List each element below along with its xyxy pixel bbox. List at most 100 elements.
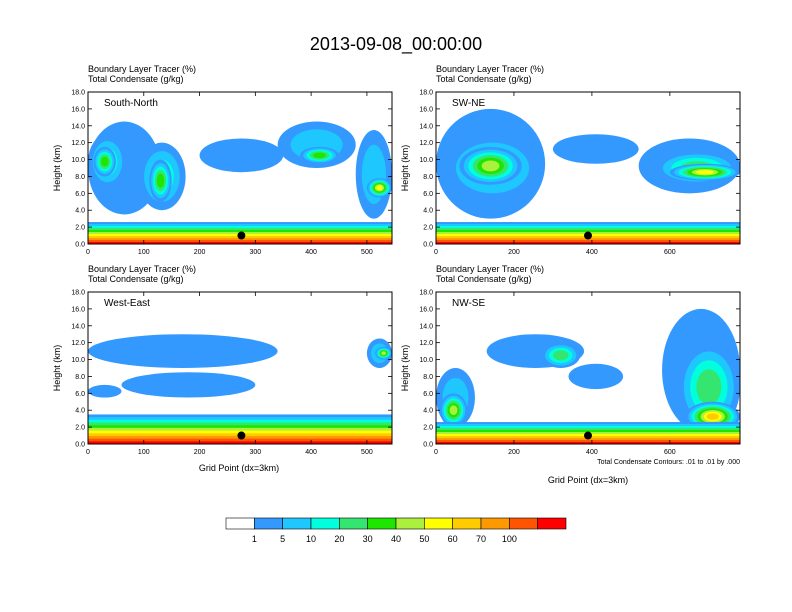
tracer-blob-2-level-5 bbox=[101, 156, 109, 167]
tracer-blob-0-level-1 bbox=[88, 334, 278, 368]
surface-band-level-11 bbox=[88, 441, 392, 444]
panel-sw-ne: Boundary Layer Tracer (%)Total Condensat… bbox=[400, 64, 741, 256]
y-tick-label: 12.0 bbox=[419, 140, 433, 147]
y-tick-label: 16.0 bbox=[419, 106, 433, 113]
y-tick-label: 16.0 bbox=[71, 106, 85, 113]
y-tick-label: 6.0 bbox=[423, 191, 433, 198]
y-tick-label: 18.0 bbox=[419, 290, 433, 297]
y-tick-label: 0.0 bbox=[423, 242, 433, 249]
x-tick-label: 500 bbox=[361, 249, 373, 256]
y-tick-label: 2.0 bbox=[423, 225, 433, 232]
y-tick-label: 14.0 bbox=[419, 123, 433, 130]
location-marker bbox=[584, 431, 592, 440]
y-tick-label: 6.0 bbox=[423, 391, 433, 398]
surface-band-level-11 bbox=[436, 442, 740, 444]
panels-group: Boundary Layer Tracer (%)Total Condensat… bbox=[52, 64, 741, 456]
panel-name: South-North bbox=[104, 98, 158, 109]
y-axis-label: Height (km) bbox=[52, 345, 62, 392]
colorbar-label: 10 bbox=[306, 534, 316, 544]
y-tick-label: 6.0 bbox=[75, 391, 85, 398]
y-tick-label: 0.0 bbox=[423, 442, 433, 449]
y-tick-label: 18.0 bbox=[71, 90, 85, 97]
panel-frame bbox=[87, 291, 393, 445]
panel-contour-label: Total Condensate (g/kg) bbox=[88, 74, 184, 84]
y-tick-label: 16.0 bbox=[419, 306, 433, 313]
x-tick-label: 500 bbox=[361, 449, 373, 456]
x-tick-label: 400 bbox=[305, 449, 317, 456]
panel-frame bbox=[435, 291, 741, 445]
y-tick-label: 12.0 bbox=[71, 340, 85, 347]
y-tick-label: 12.0 bbox=[419, 340, 433, 347]
y-tick-label: 4.0 bbox=[423, 208, 433, 215]
surface-band-level-10 bbox=[88, 438, 392, 444]
x-tick-label: 400 bbox=[586, 249, 598, 256]
tracer-blob-9-level-7 bbox=[376, 185, 383, 191]
location-marker bbox=[237, 431, 246, 440]
x-axis-label-right: Grid Point (dx=3km) bbox=[548, 475, 628, 485]
y-tick-label: 16.0 bbox=[71, 306, 85, 313]
colorbar-label: 40 bbox=[391, 534, 401, 544]
colorbar-swatch bbox=[310, 517, 340, 530]
panel-field-label: Boundary Layer Tracer (%) bbox=[88, 264, 196, 274]
y-tick-label: 18.0 bbox=[71, 290, 85, 297]
x-tick-label: 100 bbox=[138, 249, 150, 256]
colorbar-swatch bbox=[282, 517, 312, 530]
y-tick-label: 8.0 bbox=[75, 174, 85, 181]
colorbar-swatch bbox=[424, 517, 453, 530]
panel-contour-label: Total Condensate (g/kg) bbox=[88, 274, 184, 284]
x-tick-label: 200 bbox=[194, 449, 206, 456]
panel-south-north: Boundary Layer Tracer (%)Total Condensat… bbox=[52, 64, 393, 256]
surface-band-level-11 bbox=[436, 242, 740, 244]
x-tick-label: 300 bbox=[249, 449, 261, 456]
x-tick-label: 0 bbox=[434, 449, 438, 456]
y-tick-label: 14.0 bbox=[419, 323, 433, 330]
tracer-blob-1-level-1 bbox=[121, 372, 256, 398]
panel-field-label: Boundary Layer Tracer (%) bbox=[436, 64, 544, 74]
x-axis-label-left: Grid Point (dx=3km) bbox=[199, 463, 279, 473]
y-tick-label: 12.0 bbox=[71, 140, 85, 147]
panel-frame bbox=[435, 91, 741, 245]
tracer-blob-4-level-6 bbox=[381, 351, 387, 356]
colorbar-swatch bbox=[452, 517, 482, 530]
panel-name: West-East bbox=[104, 298, 150, 309]
colorbar-label: 5 bbox=[280, 534, 285, 544]
panel-west-east: Boundary Layer Tracer (%)Total Condensat… bbox=[52, 264, 393, 456]
x-tick-label: 200 bbox=[508, 449, 520, 456]
colorbar-swatch bbox=[254, 517, 283, 530]
colorbar-swatch bbox=[395, 517, 425, 530]
y-tick-label: 4.0 bbox=[75, 208, 85, 215]
y-tick-label: 4.0 bbox=[75, 408, 85, 415]
tracer-blob-5-level-1 bbox=[199, 138, 284, 173]
colorbar-swatch bbox=[480, 517, 510, 530]
contour-footnote: Total Condensate Contours: .01 to .01 by… bbox=[597, 459, 740, 466]
colorbar-label: 50 bbox=[419, 534, 429, 544]
colorbar-label: 70 bbox=[476, 534, 486, 544]
y-tick-label: 10.0 bbox=[71, 357, 85, 364]
y-tick-label: 6.0 bbox=[75, 191, 85, 198]
tracer-blob-4-level-5 bbox=[156, 173, 165, 188]
panel-field-label: Boundary Layer Tracer (%) bbox=[88, 64, 196, 74]
tracer-blob-6-level-4 bbox=[696, 369, 722, 405]
x-tick-label: 600 bbox=[664, 449, 676, 456]
colorbar-label: 1 bbox=[252, 534, 257, 544]
tracer-blob-1-level-6 bbox=[449, 405, 458, 416]
panel-name: SW-NE bbox=[452, 98, 485, 109]
tracer-blob-2-level-1 bbox=[88, 384, 122, 398]
colorbar-label: 30 bbox=[363, 534, 373, 544]
colorbar-label: 100 bbox=[502, 534, 517, 544]
y-tick-label: 0.0 bbox=[75, 242, 85, 249]
y-axis-label: Height (km) bbox=[400, 345, 410, 392]
y-axis-label: Height (km) bbox=[52, 145, 62, 192]
panel-nw-se: Boundary Layer Tracer (%)Total Condensat… bbox=[400, 264, 741, 456]
figure-title: 2013-09-08_00:00:00 bbox=[310, 34, 482, 55]
x-tick-label: 200 bbox=[508, 249, 520, 256]
x-tick-label: 400 bbox=[586, 449, 598, 456]
tracer-blob-6-level-7 bbox=[696, 170, 714, 175]
panel-field-label: Boundary Layer Tracer (%) bbox=[436, 264, 544, 274]
x-tick-label: 100 bbox=[138, 449, 150, 456]
y-tick-label: 8.0 bbox=[423, 174, 433, 181]
y-tick-label: 18.0 bbox=[419, 90, 433, 97]
y-tick-label: 2.0 bbox=[423, 425, 433, 432]
tracer-blob-7-level-5 bbox=[312, 152, 326, 159]
